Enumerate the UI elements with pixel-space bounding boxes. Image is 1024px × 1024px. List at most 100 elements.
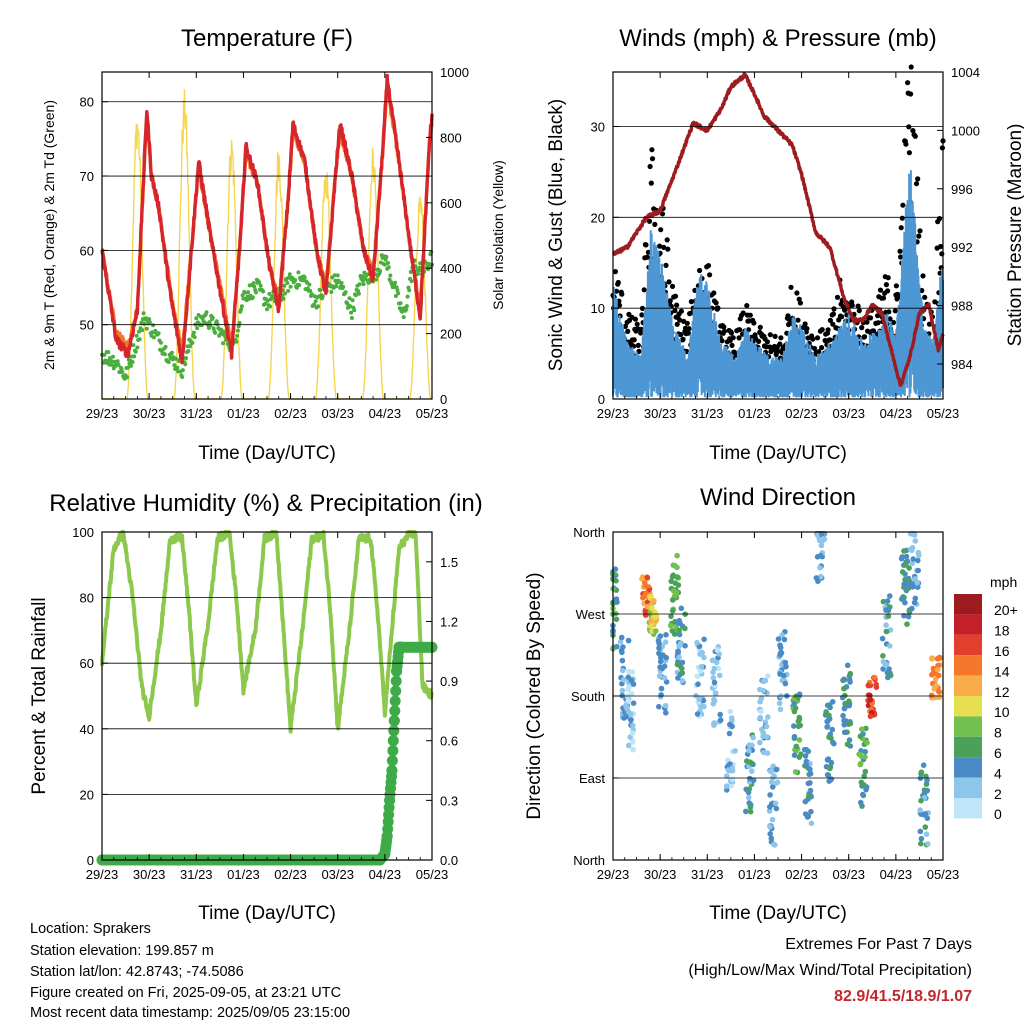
humidity-y2-tick-label: 1.2 [440,614,458,629]
wind-direction-point [795,723,802,730]
dewpoint-point [263,301,268,306]
gust-point [899,215,905,221]
dewpoint-point [116,362,121,367]
winds-y2-tick-label: 992 [951,240,973,255]
speed-legend-label: 0 [994,806,1002,822]
wind-direction-point [791,723,797,729]
dewpoint-point [163,344,168,349]
wind-direction-point [914,584,921,590]
wind-direction-point [726,730,733,737]
dewpoint-point [191,330,196,335]
dewpoint-point [137,337,142,342]
wind-direction-point [775,636,782,642]
wind-direction-point [917,828,924,835]
dewpoint-point [239,307,244,312]
gust-point [920,273,926,279]
rainfall-point [386,765,398,776]
wind-direction-point [807,780,813,786]
wind-direction-point [677,620,683,627]
wind-direction-point [936,654,943,661]
dewpoint-point [353,293,358,298]
gust-point [634,321,640,327]
wind-direction-point [713,659,720,666]
dewpoint-point [285,281,290,285]
wind-direction-point [750,734,756,741]
gust-point [910,128,916,134]
wind-direction-point [901,613,907,619]
station-pressure-line [611,72,945,387]
wind-direction-point [758,708,764,715]
wind-direction-point [621,715,627,721]
wind-direction-point [864,740,870,746]
wind-direction-point [904,621,910,627]
wind-direction-point [791,700,797,707]
wind-direction-point [925,841,931,847]
dewpoint-point [405,294,410,299]
wind-direction-point [841,729,848,736]
dewpoint-point [183,362,188,367]
gust-point [913,181,920,187]
dewpoint-point [125,365,130,370]
gust-point [775,348,781,354]
gust-point [795,317,801,323]
wind-direction-point [826,778,832,784]
dewpoint-point [312,302,317,307]
dewpoint-point [360,274,365,279]
dewpoint-point [401,315,406,320]
wind-direction-point [676,643,682,650]
wind-direction-point [867,713,874,720]
gust-point [862,334,868,340]
speed-legend-label: 16 [994,643,1010,659]
gust-point [636,348,642,354]
dewpoint-point [415,271,420,276]
extremes-title: Extremes For Past 7 Days [785,936,972,953]
wind-direction-point [826,712,832,719]
wind-direction-point [908,547,915,554]
speed-legend-swatch [954,594,982,615]
wind-direction-point [905,613,912,620]
wind-direction-point [899,569,906,575]
gust-point [737,327,743,333]
gust-point [667,298,673,304]
temperature-y2-tick-label: 1000 [440,65,469,80]
wind-direction-point [862,748,868,755]
wind-direction-point [619,657,626,664]
dewpoint-point [172,363,177,368]
station-meteogram-figure: Temperature (F) Winds (mph) & Pressure (… [29,25,1024,924]
winds-x-tick-label: 03/23 [832,406,865,421]
winds-x-tick-label: 30/23 [644,406,677,421]
wind-direction-point [841,676,847,683]
gust-point [885,288,891,294]
wind-direction-point [824,702,831,709]
gust-point [729,342,735,348]
gust-point [830,311,837,317]
dewpoint-point [282,283,287,288]
dewpoint-point [235,328,240,333]
gust-point [922,294,928,300]
temperature-title: Temperature (F) [181,25,353,52]
rainfall-point [387,745,399,757]
gust-point [648,180,654,186]
wind-direction-point [777,652,783,658]
humidity-ylabel: Percent & Total Rainfall [29,597,50,794]
wind-direction-point [679,678,686,684]
wind-direction-point [767,792,773,798]
wind-direction-point [887,672,894,679]
gust-point [613,288,620,294]
wind-direction-point [676,627,682,634]
dewpoint-point [133,349,138,354]
gust-point [819,345,825,351]
rainfall-point [387,735,399,747]
wind-direction-point [745,794,752,801]
wind-direction-point [898,555,905,562]
wind-direction-point [710,675,717,681]
dewpoint-point [102,352,107,357]
dewpoint-point [318,288,323,293]
wind-direction-point [757,739,763,746]
wind-direction-point [628,717,634,723]
wind-direction-y-tick-label: North [573,525,605,540]
gust-point [649,147,655,153]
wind-direction-point [924,777,930,783]
humidity-x-tick-label: 02/23 [274,867,307,882]
gust-point [814,335,821,341]
